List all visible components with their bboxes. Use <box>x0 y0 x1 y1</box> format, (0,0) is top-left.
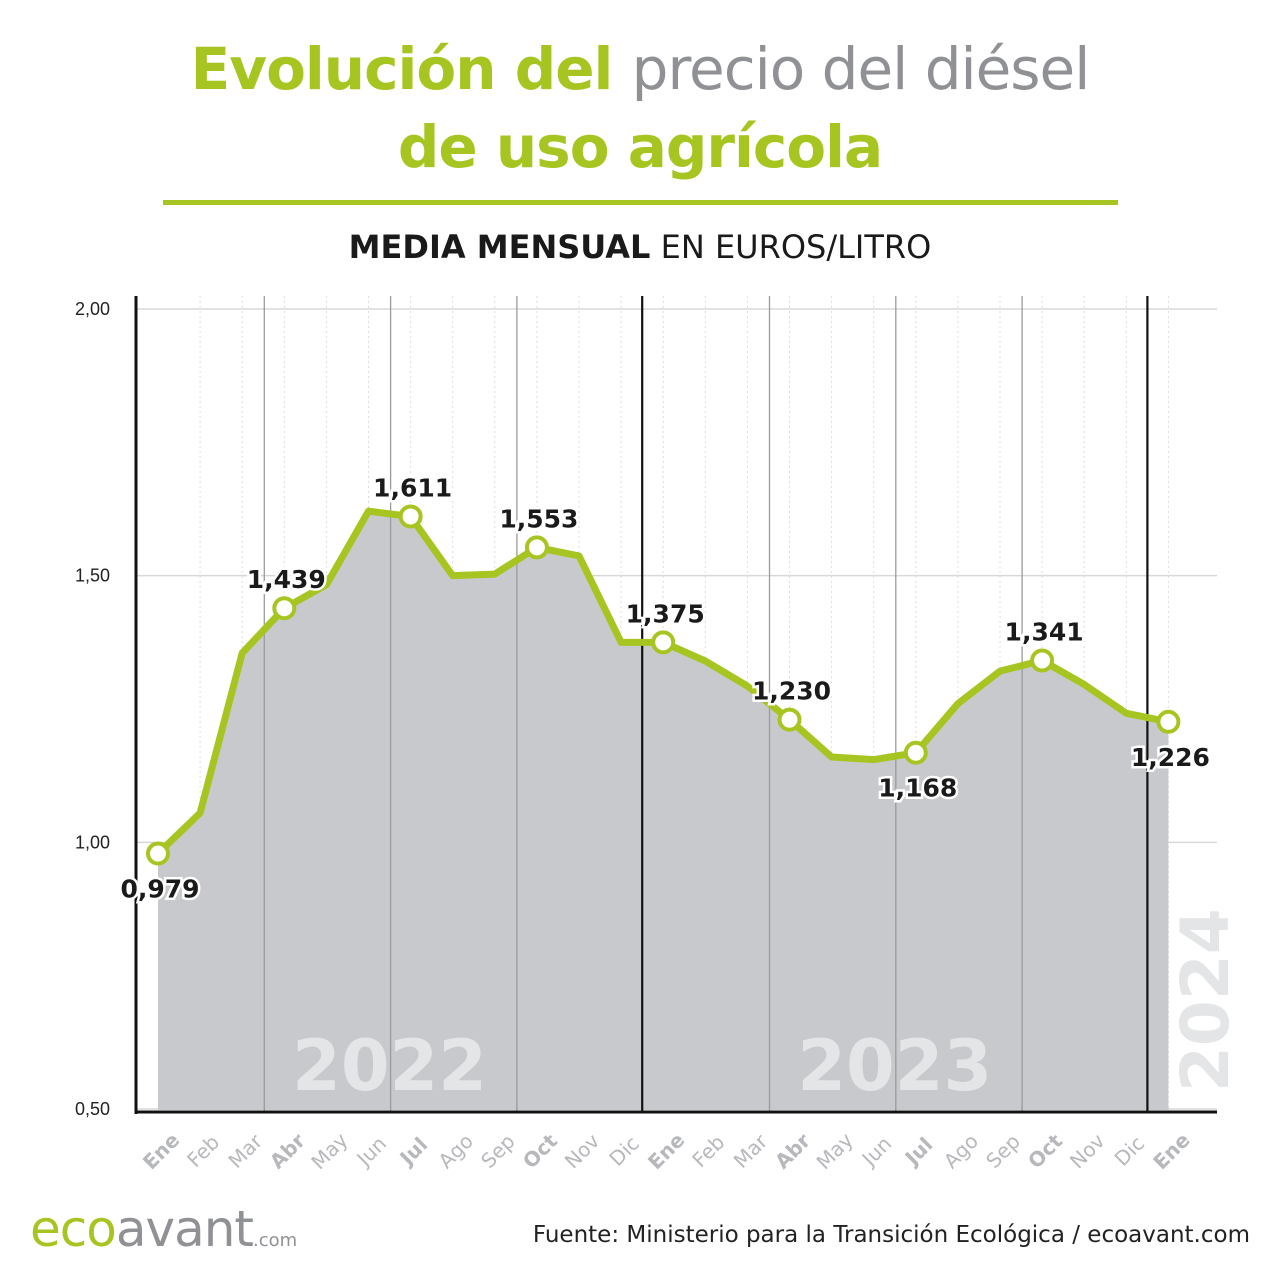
ecoavant-logo: ecoavant.com <box>30 1200 297 1258</box>
x-tick-label: Abr <box>265 1128 310 1173</box>
data-point-marker <box>146 841 170 866</box>
x-tick-label: Ago <box>939 1129 983 1173</box>
x-tick-label: Dic <box>604 1131 644 1171</box>
logo-avant: avant <box>115 1200 254 1258</box>
x-tick-label: Sep <box>981 1129 1025 1173</box>
y-tick-label: 2,00 <box>75 299 110 319</box>
data-label: 1,553 <box>499 504 578 533</box>
x-tick-label: Dic <box>1110 1131 1150 1171</box>
y-tick-label: 1,50 <box>75 566 110 586</box>
x-tick-label: Ene <box>643 1128 689 1174</box>
year-label-2024: 2024 <box>1167 908 1244 1092</box>
x-tick-label: Nov <box>560 1129 605 1174</box>
x-tick-label: Oct <box>1023 1129 1067 1173</box>
chart-subtitle: MEDIA MENSUAL EN EUROS/LITRO <box>0 228 1280 266</box>
year-label-2023: 2023 <box>797 1025 992 1107</box>
x-tick-label: Nov <box>1065 1129 1110 1174</box>
subtitle-rest: EN EUROS/LITRO <box>660 228 932 266</box>
x-tick-label: Mar <box>223 1129 267 1173</box>
data-point-marker <box>398 504 423 529</box>
data-point-marker <box>1030 648 1055 673</box>
title-part1: Evolución del <box>190 35 614 103</box>
data-label: 1,226 <box>1131 743 1210 772</box>
logo-eco: eco <box>30 1200 117 1258</box>
data-point-marker <box>777 707 802 732</box>
x-tick-label: Abr <box>770 1128 815 1173</box>
data-point-marker <box>651 630 676 655</box>
title-line2: de uso agrícola <box>397 113 883 181</box>
x-tick-label: May <box>812 1128 858 1174</box>
x-tick-label: Jul <box>394 1132 433 1171</box>
logo-dotcom: .com <box>253 1230 298 1251</box>
data-label: 1,168 <box>878 774 957 803</box>
x-tick-label: Mar <box>729 1129 773 1173</box>
area-fill <box>158 511 1169 1111</box>
data-point-marker <box>524 535 549 560</box>
data-label: 1,375 <box>626 599 705 628</box>
year-label-2022: 2022 <box>292 1025 487 1107</box>
data-label: 1,611 <box>373 473 452 502</box>
data-point-marker <box>903 740 928 765</box>
y-tick-label: 0,50 <box>75 1099 110 1119</box>
x-tick-label: May <box>306 1128 352 1174</box>
data-label: 1,439 <box>247 565 326 594</box>
title-divider <box>163 200 1118 205</box>
data-label: 1,230 <box>752 677 831 706</box>
source-note: Fuente: Ministerio para la Transición Ec… <box>532 1222 1250 1248</box>
title-part2: precio del diésel <box>631 35 1091 103</box>
data-point-marker <box>272 596 297 621</box>
x-tick-label: Jun <box>856 1132 896 1172</box>
x-tick-label: Jun <box>351 1132 391 1172</box>
x-tick-label: Jul <box>899 1132 938 1171</box>
x-tick-label: Feb <box>182 1130 224 1172</box>
data-label: 0,979 <box>120 875 199 904</box>
data-label: 1,341 <box>1005 617 1084 646</box>
chart-title: Evolución del precio del diésel de uso a… <box>0 30 1280 186</box>
x-tick-label: Ago <box>434 1129 478 1173</box>
data-point-marker <box>1156 709 1181 734</box>
y-tick-label: 1,00 <box>75 832 110 852</box>
x-tick-label: Ene <box>1148 1128 1194 1174</box>
x-tick-label: Oct <box>518 1129 562 1173</box>
subtitle-bold: MEDIA MENSUAL <box>348 228 651 266</box>
x-tick-label: Ene <box>138 1128 184 1174</box>
x-tick-label: Sep <box>476 1129 520 1173</box>
x-tick-label: Feb <box>687 1130 729 1172</box>
